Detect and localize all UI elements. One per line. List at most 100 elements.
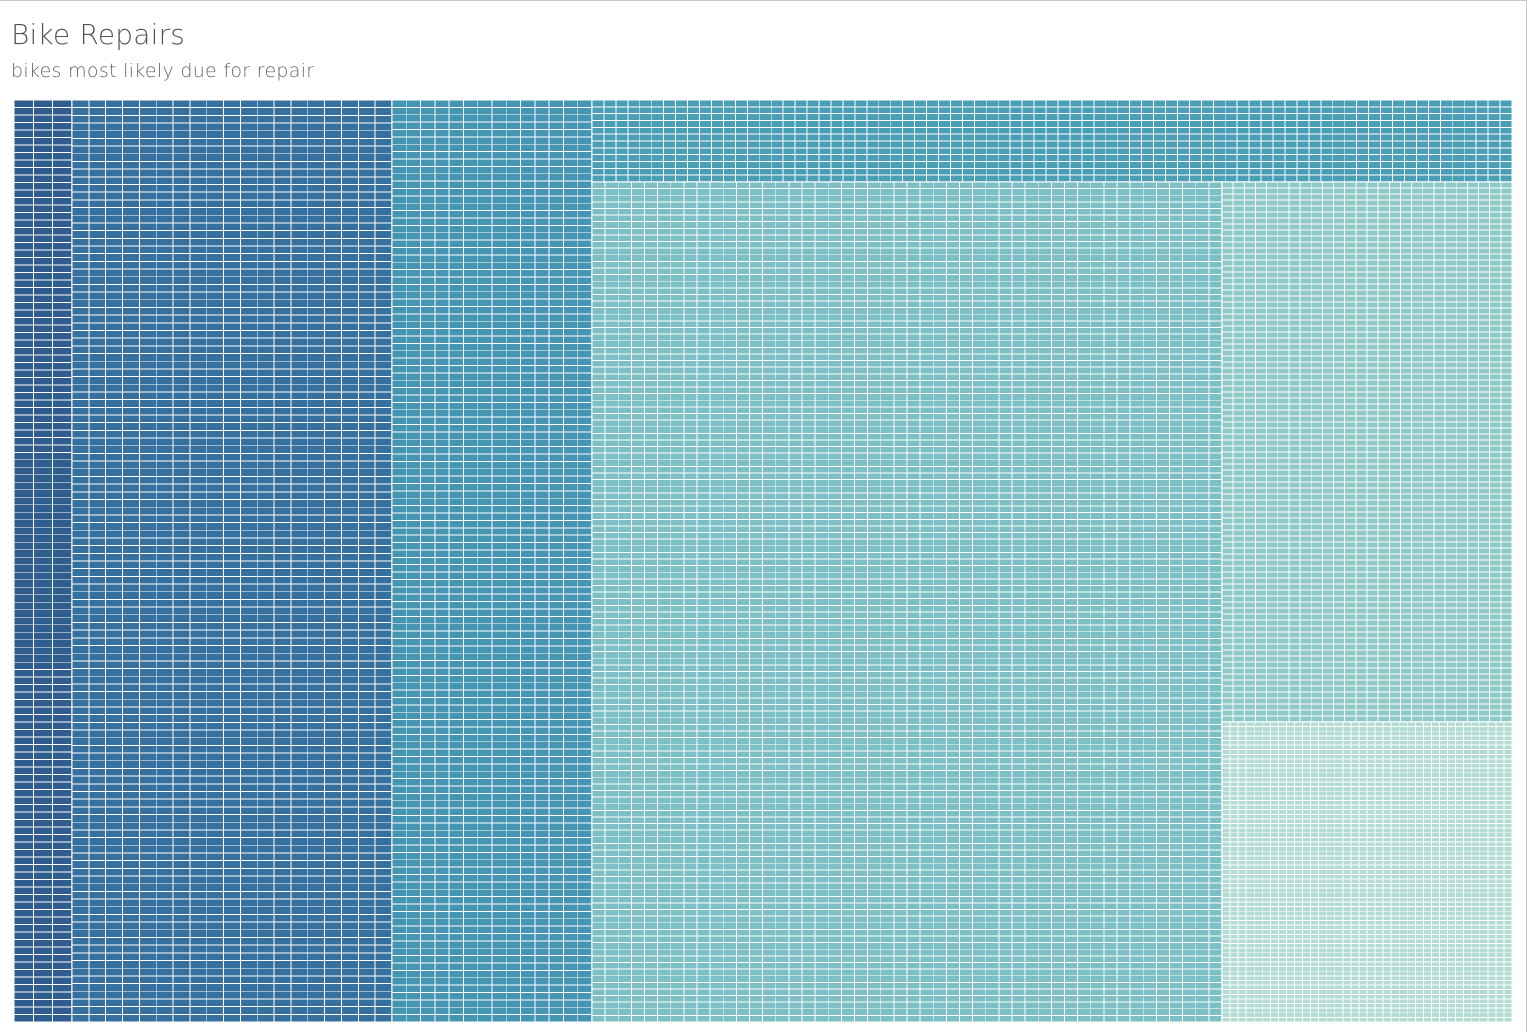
treemap-tile[interactable] [782, 133, 796, 142]
treemap-tile[interactable] [562, 564, 579, 573]
treemap-tile[interactable] [307, 944, 326, 954]
treemap-tile[interactable] [577, 733, 593, 743]
treemap-tile[interactable] [462, 578, 479, 588]
treemap-tile[interactable] [14, 234, 34, 243]
treemap-tile[interactable] [273, 468, 292, 477]
treemap-tile[interactable] [434, 136, 450, 145]
treemap-tile[interactable] [746, 120, 760, 128]
treemap-tile[interactable] [746, 126, 760, 135]
treemap-tile[interactable] [32, 294, 54, 303]
treemap-tile[interactable] [341, 768, 359, 777]
treemap-tile[interactable] [357, 898, 376, 908]
treemap-tile[interactable] [420, 623, 436, 632]
treemap-tile[interactable] [534, 438, 550, 448]
treemap-tile[interactable] [138, 998, 157, 1008]
treemap-tile[interactable] [105, 122, 123, 132]
treemap-tile[interactable] [477, 667, 493, 676]
treemap-tile[interactable] [562, 992, 579, 1001]
treemap-tile[interactable] [477, 409, 493, 418]
treemap-tile[interactable] [105, 606, 123, 616]
treemap-tile[interactable] [391, 460, 407, 470]
treemap-tile[interactable] [52, 489, 73, 498]
treemap-tile[interactable] [172, 137, 191, 147]
treemap-tile[interactable] [477, 188, 493, 197]
treemap-tile[interactable] [324, 552, 342, 562]
treemap-tile[interactable] [341, 491, 359, 500]
treemap-tile[interactable] [189, 668, 208, 677]
treemap-tile[interactable] [448, 224, 464, 234]
treemap-tile[interactable] [32, 549, 54, 558]
treemap-tile[interactable] [14, 811, 34, 821]
treemap-tile[interactable] [290, 299, 309, 308]
treemap-tile[interactable] [324, 184, 342, 193]
treemap-tile[interactable] [307, 322, 326, 331]
treemap-tile[interactable] [122, 330, 140, 339]
treemap-tile[interactable] [534, 217, 550, 226]
treemap-tile[interactable] [189, 214, 208, 224]
treemap-tile[interactable] [577, 158, 593, 167]
treemap-tile[interactable] [477, 564, 493, 573]
treemap-tile[interactable] [818, 100, 832, 108]
treemap-tile[interactable] [577, 350, 593, 359]
treemap-tile[interactable] [324, 406, 342, 416]
treemap-tile[interactable] [534, 645, 550, 654]
treemap-tile[interactable] [71, 376, 90, 385]
treemap-tile[interactable] [462, 100, 479, 108]
treemap-tile[interactable] [324, 414, 342, 424]
treemap-tile[interactable] [448, 564, 464, 573]
treemap-tile[interactable] [420, 106, 436, 116]
treemap-tile[interactable] [71, 591, 90, 600]
treemap-tile[interactable] [256, 230, 275, 239]
treemap-tile[interactable] [420, 955, 436, 964]
treemap-tile[interactable] [577, 955, 593, 964]
treemap-tile[interactable] [548, 800, 564, 809]
treemap-tile[interactable] [155, 168, 174, 178]
treemap-tile[interactable] [138, 906, 157, 915]
treemap-tile[interactable] [14, 886, 34, 896]
treemap-tile[interactable] [1427, 106, 1441, 115]
treemap-tile[interactable] [71, 437, 90, 447]
treemap-tile[interactable] [14, 406, 34, 416]
treemap-tile[interactable] [155, 137, 174, 147]
treemap-tile[interactable] [155, 176, 174, 185]
treemap-tile[interactable] [405, 269, 422, 278]
treemap-tile[interactable] [615, 106, 629, 115]
treemap-tile[interactable] [105, 867, 123, 877]
treemap-tile[interactable] [374, 883, 393, 892]
treemap-tile[interactable] [534, 549, 550, 558]
treemap-tile[interactable] [1165, 100, 1178, 108]
treemap-tile[interactable] [434, 534, 450, 544]
treemap-tile[interactable] [88, 399, 107, 408]
treemap-tile[interactable] [405, 1006, 422, 1016]
treemap-tile[interactable] [420, 556, 436, 566]
treemap-tile[interactable] [155, 283, 174, 293]
treemap-tile[interactable] [206, 737, 225, 746]
treemap-tile[interactable] [52, 309, 73, 318]
treemap-tile[interactable] [1009, 106, 1023, 115]
treemap-tile[interactable] [206, 729, 225, 739]
treemap-tile[interactable] [405, 969, 422, 979]
treemap-tile[interactable] [477, 136, 493, 145]
treemap-tile[interactable] [307, 100, 326, 109]
treemap-tile[interactable] [1117, 106, 1131, 115]
treemap-tile[interactable] [615, 126, 629, 135]
treemap-tile[interactable] [687, 133, 700, 142]
treemap-tile[interactable] [206, 883, 225, 892]
treemap-tile[interactable] [122, 237, 140, 247]
treemap-tile[interactable] [290, 652, 309, 662]
treemap-tile[interactable] [462, 320, 479, 330]
treemap-tile[interactable] [577, 232, 593, 241]
treemap-tile[interactable] [548, 660, 564, 669]
treemap-tile[interactable] [961, 100, 975, 108]
treemap-tile[interactable] [420, 630, 436, 639]
treemap-tile[interactable] [122, 100, 140, 109]
treemap-tile[interactable] [505, 844, 522, 853]
treemap-tile[interactable] [357, 591, 376, 600]
treemap-tile[interactable] [1009, 100, 1023, 108]
treemap-tile[interactable] [914, 106, 927, 115]
treemap-tile[interactable] [1284, 126, 1298, 135]
treemap-tile[interactable] [155, 145, 174, 155]
treemap-tile[interactable] [307, 429, 326, 439]
treemap-tile[interactable] [14, 159, 34, 168]
treemap-tile[interactable] [374, 306, 393, 316]
